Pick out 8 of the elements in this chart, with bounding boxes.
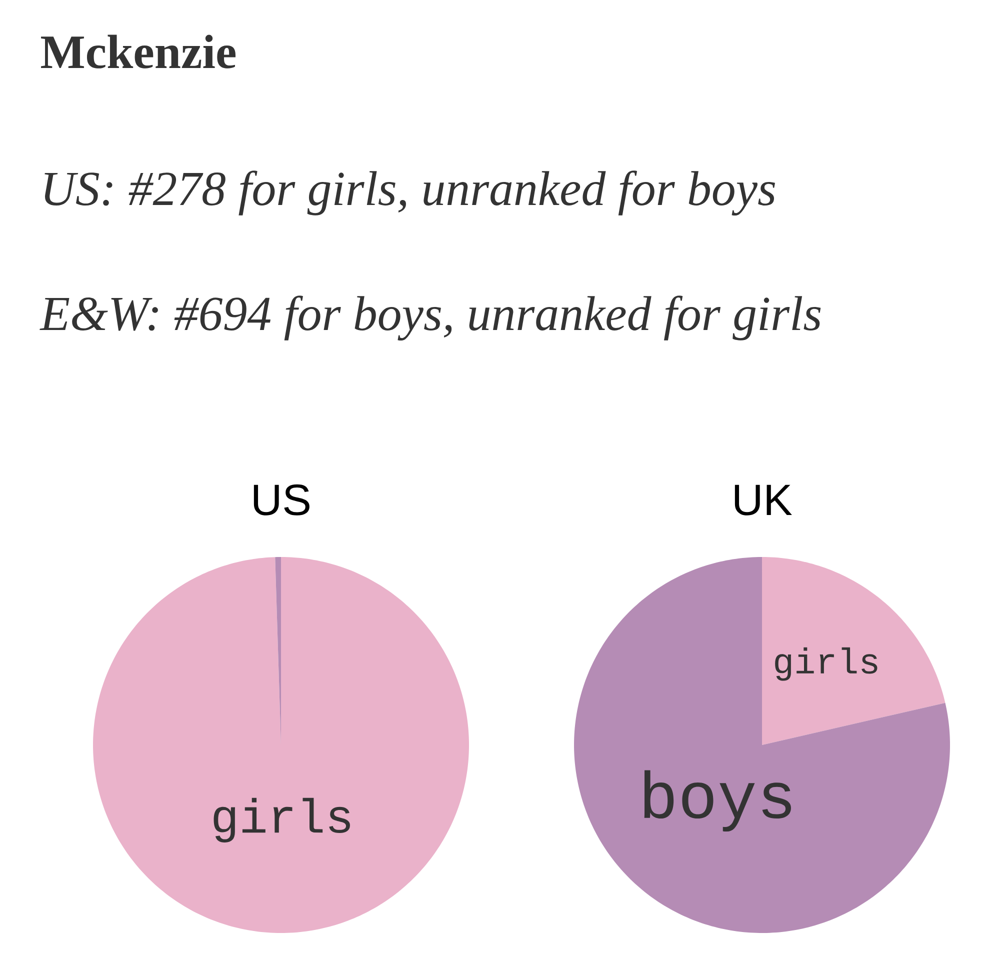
chart-title: US [254,484,310,516]
slice-label: boys [644,770,791,832]
text: E&W: #694 for boys, unranked for girls [40,296,821,341]
slice-label: girls [775,647,878,681]
slice-label: girls [214,798,350,842]
text: US: #278 for girls, unranked for boys [44,170,776,216]
chart-title: UK [734,484,792,516]
text: Mckenzie [41,34,236,68]
